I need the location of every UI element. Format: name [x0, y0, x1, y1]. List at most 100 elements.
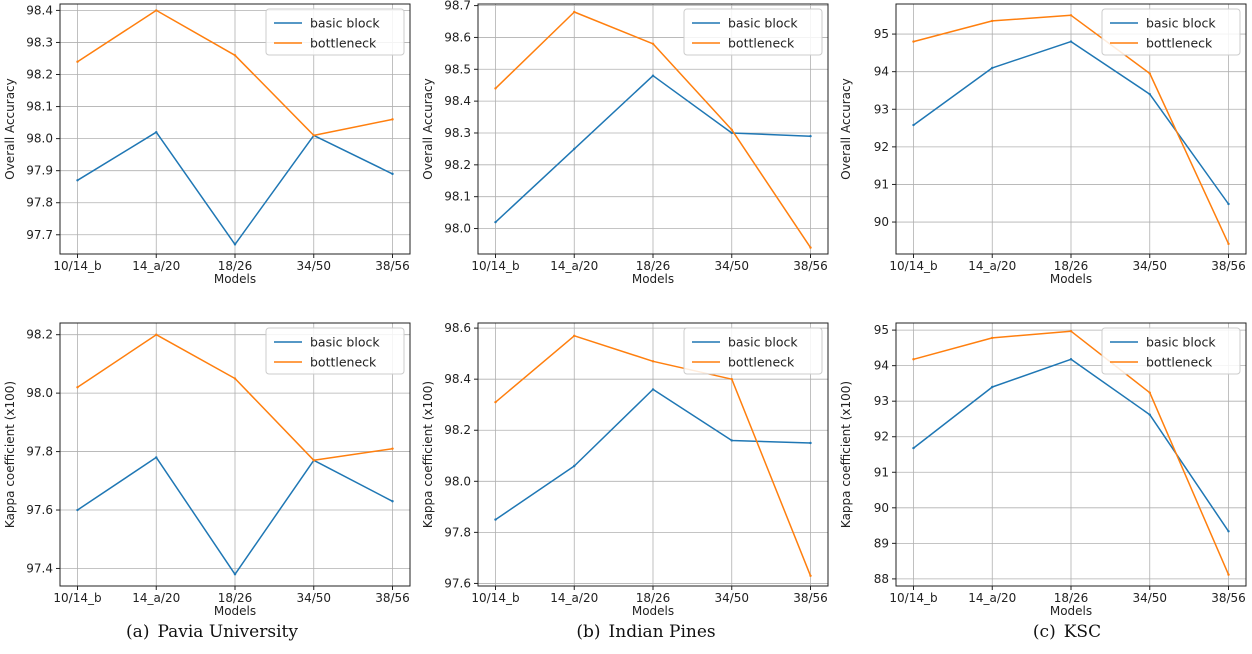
- chart-b-bottom-point-bottleneck: [494, 400, 497, 404]
- chart-c-top-xtick-label: 34/50: [1132, 259, 1167, 273]
- chart-a-bottom-xaxis-title: Models: [214, 604, 256, 618]
- chart-b-bottom-ytick-label: 98.0: [444, 474, 471, 488]
- chart-c-bottom-xtick-label: 18/26: [1054, 591, 1089, 605]
- chart-b-top-point-basic-block: [573, 147, 576, 151]
- chart-a-top-point-basic-block: [391, 172, 394, 176]
- caption-c-label: (c): [1032, 622, 1056, 642]
- chart-b-bottom-ytick-label: 98.2: [444, 423, 471, 437]
- chart-a-top-point-basic-block: [155, 131, 158, 134]
- chart-c-bottom-ytick-label: 92: [874, 430, 889, 444]
- chart-a-top-ytick-label: 98.1: [26, 100, 53, 114]
- chart-a-top-ytick-label: 98.4: [26, 3, 53, 17]
- chart-a-bottom-ytick-label: 97.8: [26, 445, 53, 459]
- chart-c-top-yaxis-title: Overall Accuracy: [839, 78, 853, 179]
- chart-b-top-ytick-label: 98.1: [444, 190, 471, 204]
- chart-b-top-point-basic-block: [494, 220, 497, 224]
- chart-b-bottom-point-basic-block: [573, 464, 576, 468]
- chart-a-bottom-ytick-label: 97.6: [26, 503, 53, 517]
- chart-c-bottom-xaxis-title: Models: [1050, 604, 1092, 618]
- chart-c-bottom-legend-label-basic-block: basic block: [1146, 335, 1216, 350]
- chart-a-bottom-point-basic-block: [76, 508, 79, 512]
- chart-c-top-xtick-label: 18/26: [1054, 259, 1089, 273]
- chart-b-top-ytick-label: 98.6: [444, 30, 471, 44]
- chart-c-top-point-basic-block: [991, 66, 994, 70]
- chart-c-bottom-point-bottleneck: [1227, 573, 1230, 576]
- chart-c-top-ytick-label: 91: [874, 177, 889, 191]
- chart-a-bottom-legend-label-bottleneck: bottleneck: [310, 355, 377, 370]
- chart-c-top-xaxis-title: Models: [1050, 272, 1092, 286]
- chart-b-bottom: 10/14_b 14_a/20 18/26 34/50 38/56 97.6 97.8 98.…: [421, 321, 829, 618]
- chart-b-top-ytick-label: 98.3: [444, 126, 471, 140]
- chart-b-bottom-point-bottleneck: [730, 377, 733, 381]
- chart-a-top-xtick-label: 38/56: [375, 259, 410, 273]
- chart-a-bottom-xtick-label: 18/26: [218, 591, 253, 605]
- chart-a-top-ytick-label: 98.2: [26, 68, 53, 82]
- chart-b-bottom-yaxis-title: Kappa coefficient (x100): [421, 381, 435, 528]
- chart-c-bottom-ytick-label: 91: [874, 465, 889, 479]
- chart-b-top-point-basic-block: [651, 74, 655, 77]
- chart-b-top-xtick-label: 14_a/20: [550, 259, 598, 273]
- chart-c-bottom-point-bottleneck: [991, 336, 994, 340]
- chart-a-bottom-xtick-label: 14_a/20: [132, 591, 180, 605]
- chart-c-top-point-basic-block: [912, 123, 915, 127]
- chart-a-bottom-point-bottleneck: [76, 386, 79, 389]
- chart-c-bottom-point-basic-block: [912, 446, 915, 450]
- chart-a-bottom-legend-label-basic-block: basic block: [310, 335, 380, 350]
- chart-c-top-point-basic-block: [1148, 93, 1151, 96]
- chart-b-bottom-point-bottleneck: [651, 360, 655, 363]
- chart-c-bottom-xtick-label: 38/56: [1211, 591, 1246, 605]
- chart-a-top-point-bottleneck: [155, 9, 158, 12]
- chart-c-bottom-point-basic-block: [1069, 358, 1073, 361]
- chart-a-bottom-xtick-label: 34/50: [296, 591, 331, 605]
- chart-a-top-xtick-label: 18/26: [218, 259, 253, 273]
- chart-a-top-point-bottleneck: [312, 134, 315, 137]
- chart-c-bottom-point-bottleneck: [912, 358, 915, 361]
- chart-b-top-ytick-label: 98.2: [444, 158, 471, 172]
- chart-a-top-ytick-label: 97.8: [26, 196, 53, 210]
- chart-a-top-legend-label-bottleneck: bottleneck: [310, 36, 377, 51]
- chart-c-bottom-ytick-label: 94: [874, 359, 889, 373]
- chart-b-top-point-basic-block: [809, 134, 812, 138]
- chart-c-bottom-legend-label-bottleneck: bottleneck: [1146, 355, 1213, 370]
- chart-a-bottom: 10/14_b 14_a/20 18/26 34/50 38/56 97.4 97.6 97.…: [3, 322, 411, 618]
- chart-a-top-ytick-label: 98.3: [26, 35, 53, 49]
- chart-a-top-point-basic-block: [76, 179, 79, 182]
- chart-a-bottom-point-basic-block: [391, 500, 394, 503]
- chart-c-top-xtick-label: 38/56: [1211, 259, 1246, 273]
- chart-c-bottom-point-basic-block: [1227, 530, 1230, 533]
- chart-a-bottom-xtick-label: 10/14_b: [53, 591, 101, 605]
- chart-a-top-point-bottleneck: [76, 60, 79, 63]
- chart-a-bottom-xtick-label: 38/56: [375, 591, 410, 605]
- chart-c-bottom-ytick-label: 95: [874, 323, 889, 337]
- chart-c-top-ytick-label: 95: [874, 27, 889, 41]
- chart-a-bottom-point-bottleneck: [155, 333, 158, 336]
- chart-c-top-ytick-label: 92: [874, 140, 889, 154]
- chart-b-bottom-xtick-label: 14_a/20: [550, 591, 598, 605]
- chart-c-top-point-bottleneck: [991, 19, 994, 23]
- chart-a-top-yaxis-title: Overall Accuracy: [3, 78, 17, 179]
- chart-a-top-xaxis-title: Models: [214, 272, 256, 286]
- chart-c-top-point-bottleneck: [1227, 242, 1230, 246]
- chart-c-top: 10/14_b 14_a/20 18/26 34/50 38/56 90 91 92 93 94 9…: [839, 3, 1247, 286]
- chart-c-bottom-ytick-label: 90: [874, 501, 889, 515]
- chart-c-top-xtick-label: 14_a/20: [968, 259, 1016, 273]
- chart-c-bottom-xtick-label: 14_a/20: [968, 591, 1016, 605]
- chart-b-bottom-point-basic-block: [730, 439, 733, 442]
- chart-b-bottom-legend-label-bottleneck: bottleneck: [728, 355, 795, 370]
- caption-b: (b) Indian Pines: [496, 622, 796, 642]
- caption-a-text: Pavia University: [157, 622, 298, 642]
- chart-c-bottom: 10/14_b 14_a/20 18/26 34/50 38/56 88 89 90 91 92 9…: [839, 322, 1247, 618]
- chart-a-top-ytick-label: 98.0: [26, 132, 53, 146]
- chart-b-bottom-ytick-label: 98.4: [444, 372, 471, 386]
- chart-b-top-xtick-label: 18/26: [636, 259, 671, 273]
- chart-c-top-point-bottleneck: [1148, 72, 1151, 75]
- chart-c-bottom-point-basic-block: [1148, 413, 1151, 416]
- chart-a-bottom-point-basic-block: [233, 573, 237, 576]
- chart-a-top-xtick-label: 34/50: [296, 259, 331, 273]
- chart-a-top-legend-label-basic-block: basic block: [310, 16, 380, 31]
- chart-c-top-xtick-label: 10/14_b: [889, 259, 937, 273]
- chart-c-bottom-ytick-label: 89: [874, 536, 889, 550]
- caption-a: (a) Pavia University: [62, 622, 362, 642]
